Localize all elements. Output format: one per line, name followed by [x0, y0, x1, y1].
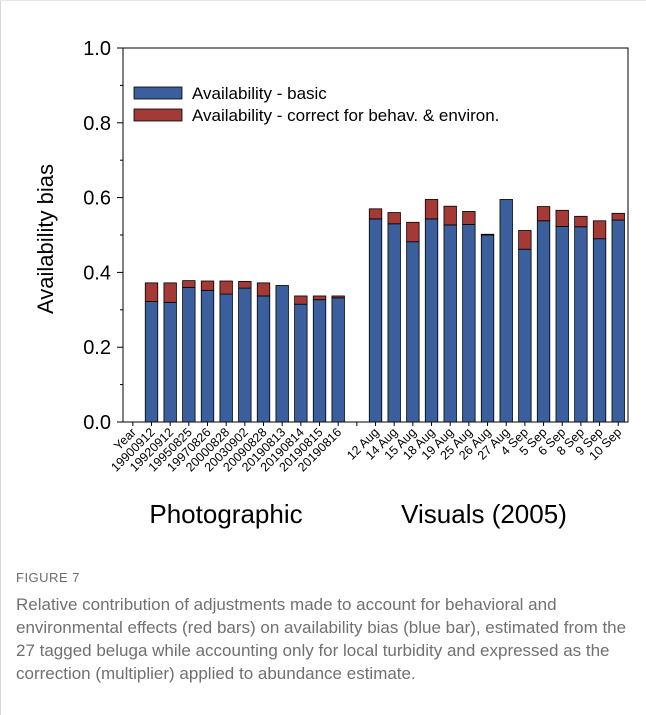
bar-basic	[424, 218, 439, 423]
bar-correction	[200, 280, 215, 291]
bar-correction	[238, 280, 252, 289]
bar-basic	[555, 225, 569, 423]
y-axis: 0.0 0.2 0.4 0.6 0.8 1.0 Availability bias	[33, 38, 123, 434]
bar-correction	[294, 295, 308, 305]
bar-correction	[443, 205, 457, 226]
bar-basic	[294, 303, 308, 423]
bar-basic	[574, 226, 588, 423]
bar-basic	[592, 238, 607, 423]
bar-correction	[163, 282, 177, 303]
bar-correction	[592, 220, 607, 240]
bar-basic	[256, 295, 271, 423]
bar-basic	[480, 234, 495, 423]
y-tick-label: 0.6	[83, 188, 111, 210]
legend-label: Availability - correct for behav. & envi…	[192, 106, 499, 125]
group-label: Photographic	[149, 499, 302, 529]
y-tick-label: 0.2	[83, 337, 111, 359]
bar-basic	[462, 224, 476, 423]
bar-correction	[424, 199, 439, 220]
bar-correction	[462, 211, 476, 225]
bar-basic	[406, 241, 420, 423]
bar-correction	[611, 212, 625, 221]
y-tick-label: 0.4	[83, 262, 111, 284]
legend-swatch	[133, 86, 183, 100]
bar-basic	[182, 286, 196, 423]
bar-correction	[387, 212, 401, 225]
legend-label: Availability - basic	[192, 84, 327, 103]
bar-correction	[555, 209, 569, 227]
bar-basic	[387, 223, 401, 423]
left-border	[0, 0, 10, 715]
bar-basic	[163, 301, 177, 423]
bar-correction	[312, 295, 327, 301]
bar-correction	[480, 233, 495, 236]
bar-basic	[536, 220, 551, 423]
bar-correction	[182, 280, 196, 288]
group-labels: Photographic Visuals (2005)	[149, 499, 566, 529]
bar-basic	[238, 287, 252, 423]
y-tick-label: 1.0	[83, 38, 111, 60]
bar-correction	[518, 230, 532, 250]
figure-caption: Relative contribution of adjustments mad…	[16, 595, 627, 683]
top-border	[0, 0, 646, 1]
bar-basic	[518, 248, 532, 423]
legend: Availability - basic Availability - corre…	[133, 84, 499, 125]
x-axis: Year199009121992091219950825199708262000…	[108, 422, 624, 474]
bar-correction	[406, 221, 420, 243]
bar-basic	[219, 293, 233, 423]
bar-correction	[256, 282, 271, 297]
group-label: Visuals (2005)	[401, 499, 567, 529]
bar-basic	[611, 219, 625, 423]
y-tick-label: 0.0	[83, 412, 111, 434]
bar-correction	[144, 282, 159, 302]
y-tick-label: 0.8	[83, 113, 111, 135]
bar-correction	[331, 295, 345, 299]
bar-basic	[443, 224, 457, 423]
bar-correction	[219, 280, 233, 295]
figure-label: FIGURE 7	[16, 570, 80, 585]
bar-basic	[499, 199, 513, 423]
bar-basic	[331, 297, 345, 423]
bar-correction	[536, 206, 551, 222]
bar-correction	[368, 208, 383, 220]
bar-basic	[275, 285, 289, 423]
bar-basic	[144, 301, 159, 423]
plot-area	[122, 47, 629, 423]
stacked-bar-chart: 0.0 0.2 0.4 0.6 0.8 1.0 Availability bias Year…	[33, 38, 629, 529]
bar-basic	[312, 299, 327, 423]
legend-swatch	[133, 108, 183, 122]
bar-basic	[200, 289, 215, 423]
y-axis-label: Availability bias	[33, 164, 58, 314]
bar-basic	[368, 218, 383, 423]
bar-correction	[574, 215, 588, 228]
